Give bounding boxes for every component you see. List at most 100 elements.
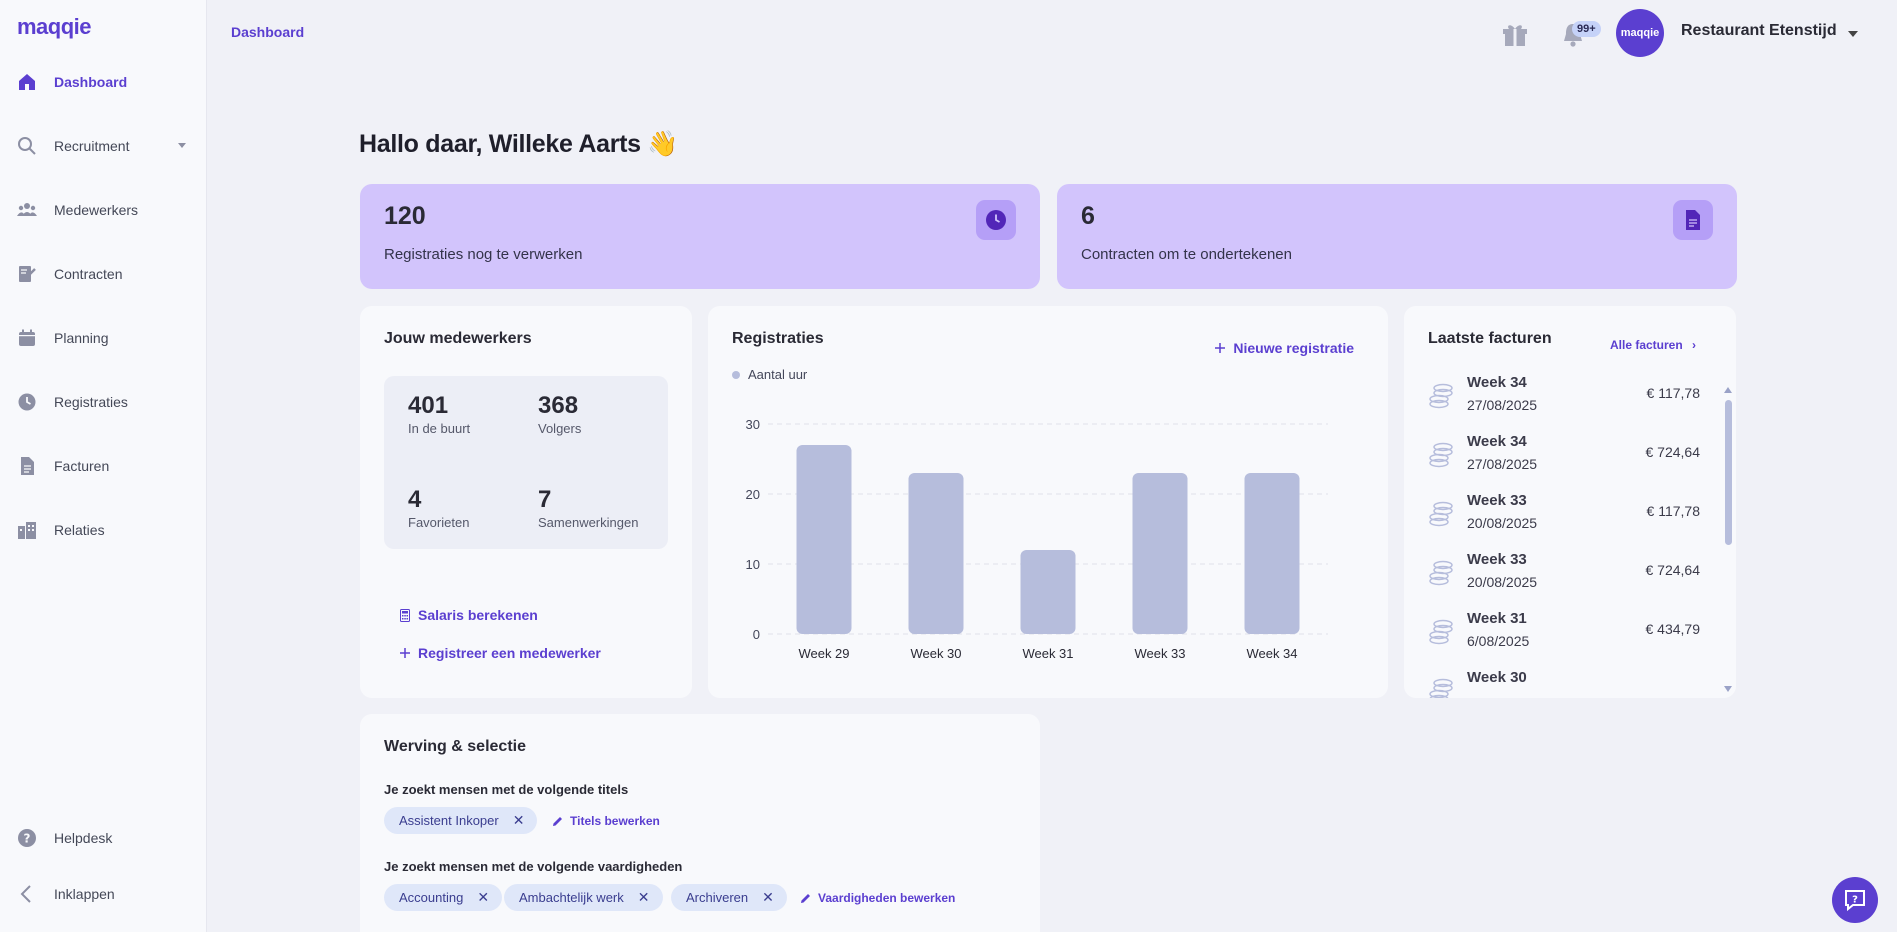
stat-nearby[interactable]: 401 In de buurt: [408, 392, 470, 436]
sidebar-item-label: Dashboard: [54, 74, 128, 90]
invoice-date: 27/08/2025: [1467, 456, 1538, 472]
chart-bar[interactable]: [1244, 473, 1300, 634]
invoice-row[interactable]: Week 34 27/08/2025 € 117,78: [1404, 374, 1716, 432]
sidebar-item-recruitment[interactable]: Recruitment: [0, 126, 206, 166]
invoice-date: 6/08/2025: [1467, 633, 1530, 649]
panel-title: Registraties: [732, 330, 824, 347]
scroll-down-arrow[interactable]: [1724, 686, 1732, 692]
sidebar-item-label: Facturen: [54, 458, 110, 474]
edit-titles-link[interactable]: Titels bewerken: [552, 814, 660, 828]
x-tick-label: Week 31: [1022, 646, 1073, 661]
sidebar-item-label: Relaties: [54, 522, 105, 538]
x-tick-label: Week 30: [910, 646, 961, 661]
button-label: Nieuwe registratie: [1233, 340, 1354, 356]
app-logo[interactable]: maqqie: [17, 14, 92, 39]
stat-label: In de buurt: [408, 421, 471, 436]
stat-value: 6: [1081, 202, 1095, 230]
invoice-amount: € 117,78: [1646, 385, 1700, 401]
scrollbar-thumb[interactable]: [1725, 400, 1732, 545]
chart-bar[interactable]: [1132, 473, 1188, 634]
coins-icon: [1429, 501, 1453, 527]
stat-card-contracts[interactable]: 6 Contracten om te ondertekenen: [1057, 184, 1737, 289]
chip-label: Archiveren: [686, 890, 749, 905]
stat-favorites[interactable]: 4 Favorieten: [408, 486, 469, 530]
chart-bar[interactable]: [908, 473, 964, 634]
stat-collaborations[interactable]: 7 Samenwerkingen: [538, 486, 638, 530]
skills-label: Je zoekt mensen met de volgende vaardigh…: [384, 859, 683, 874]
stat-followers[interactable]: 368 Volgers: [538, 392, 581, 436]
invoice-row[interactable]: Week 31 6/08/2025 € 434,79: [1404, 610, 1716, 668]
sidebar-item-label: Helpdesk: [54, 830, 113, 846]
pencil-icon: [801, 893, 810, 903]
avatar[interactable]: maqqie: [1616, 9, 1664, 57]
sidebar-item-medewerkers[interactable]: Medewerkers: [0, 190, 206, 230]
invoice-amount: € 434,79: [1645, 621, 1701, 637]
x-tick-label: Week 33: [1134, 646, 1185, 661]
link-label: Salaris berekenen: [418, 607, 538, 623]
sidebar-item-relaties[interactable]: Relaties: [0, 510, 206, 550]
chart-legend: Aantal uur: [732, 367, 807, 382]
invoice-week: Week 33: [1467, 492, 1527, 509]
close-icon[interactable]: ✕: [512, 812, 525, 828]
chevron-down-icon[interactable]: [178, 143, 186, 148]
gift-icon[interactable]: [1502, 22, 1528, 48]
chevron-right-icon: ›: [1692, 338, 1697, 352]
pencil-icon: [553, 816, 562, 826]
collapse-sidebar-button[interactable]: Inklappen: [0, 874, 206, 914]
invoice-date: 20/08/2025: [1467, 574, 1538, 590]
chat-question-icon: ?: [1845, 890, 1865, 912]
invoice-amount: € 117,78: [1646, 503, 1700, 519]
legend-dot: [732, 370, 740, 379]
chevron-left-icon: [20, 885, 31, 903]
chart-bar[interactable]: [796, 445, 852, 634]
close-icon[interactable]: ✕: [637, 889, 650, 905]
scroll-up-arrow[interactable]: [1724, 387, 1732, 393]
breadcrumb[interactable]: Dashboard: [231, 24, 305, 40]
skill-chip: Ambachtelijk werk ✕: [504, 884, 663, 911]
invoice-row[interactable]: Week 30: [1404, 669, 1716, 698]
sidebar-item-helpdesk[interactable]: ? Helpdesk: [0, 818, 206, 858]
notification-badge: 99+: [1572, 21, 1601, 37]
calculator-icon: [400, 608, 410, 622]
invoice-amount: € 724,64: [1645, 562, 1701, 578]
invoice-row[interactable]: Week 33 20/08/2025 € 724,64: [1404, 551, 1716, 609]
sidebar-item-registraties[interactable]: Registraties: [0, 382, 206, 422]
stat-value: 368: [538, 392, 579, 419]
titles-label: Je zoekt mensen met de volgende titels: [384, 782, 629, 797]
calculate-salary-link[interactable]: Salaris berekenen: [400, 607, 538, 623]
organization-name[interactable]: Restaurant Etenstijd: [1681, 22, 1837, 39]
x-tick-label: Week 29: [798, 646, 849, 661]
sidebar-item-label: Recruitment: [54, 138, 130, 154]
invoice-amount: € 724,64: [1645, 444, 1701, 460]
sidebar-item-contracten[interactable]: Contracten: [0, 254, 206, 294]
sidebar-item-label: Contracten: [54, 266, 123, 282]
invoice-week: Week 31: [1467, 610, 1527, 627]
all-invoices-link[interactable]: Alle facturen ›: [1610, 338, 1696, 352]
clock-icon: [976, 200, 1016, 240]
invoice-row[interactable]: Week 33 20/08/2025 € 117,78: [1404, 492, 1716, 550]
new-registration-button[interactable]: Nieuwe registratie: [1215, 340, 1354, 356]
close-icon[interactable]: ✕: [477, 889, 490, 905]
title-chip: Assistent Inkoper ✕: [384, 807, 538, 834]
chevron-down-icon[interactable]: [1848, 31, 1858, 37]
register-employee-link[interactable]: Registreer een medewerker: [400, 645, 601, 661]
sidebar-item-planning[interactable]: Planning: [0, 318, 206, 358]
y-tick-label: 20: [746, 487, 760, 502]
invoice-row[interactable]: Week 34 27/08/2025 € 724,64: [1404, 433, 1716, 491]
help-chat-button[interactable]: ?: [1832, 877, 1878, 923]
sidebar-item-facturen[interactable]: Facturen: [0, 446, 206, 486]
invoice-list: Week 34 27/08/2025 € 117,78 Week 34 27/08/20…: [1404, 374, 1716, 698]
stat-card-registrations[interactable]: 120 Registraties nog te verwerken: [360, 184, 1040, 289]
search-icon: [18, 137, 36, 155]
chart-bar[interactable]: [1020, 550, 1076, 634]
edit-skills-link[interactable]: Vaardigheden bewerken: [800, 891, 955, 905]
svg-text:?: ?: [1852, 895, 1858, 906]
invoice-date: 20/08/2025: [1467, 515, 1538, 531]
home-icon: [19, 74, 35, 90]
skill-chip: Accounting ✕: [384, 884, 503, 911]
close-icon[interactable]: ✕: [762, 889, 774, 905]
invoice-week: Week 34: [1467, 374, 1527, 391]
page-title: Hallo daar, Willeke Aarts 👋: [359, 130, 679, 158]
coins-icon: [1429, 383, 1453, 409]
sidebar-item-dashboard[interactable]: Dashboard: [0, 62, 206, 102]
